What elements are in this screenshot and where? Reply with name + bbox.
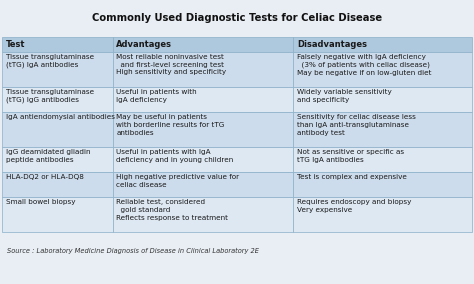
Text: Not as sensitive or specific as
tTG IgA antibodies: Not as sensitive or specific as tTG IgA …	[297, 149, 404, 163]
Text: Useful in patients with
IgA deficiency: Useful in patients with IgA deficiency	[117, 89, 197, 103]
Text: Useful in patients with IgA
deficiency and in young children: Useful in patients with IgA deficiency a…	[117, 149, 234, 163]
Text: Falsely negative with IgA deficiency
  (3% of patients with celiac disease)
May : Falsely negative with IgA deficiency (3%…	[297, 54, 432, 76]
Text: Tissue transglutaminase
(tTG) IgA antibodies: Tissue transglutaminase (tTG) IgA antibo…	[6, 54, 94, 68]
Text: IgA antiendomysial antibodies: IgA antiendomysial antibodies	[6, 114, 115, 120]
Text: Tissue transglutaminase
(tTG) IgG antibodies: Tissue transglutaminase (tTG) IgG antibo…	[6, 89, 94, 103]
Text: Disadvantages: Disadvantages	[297, 40, 367, 49]
Text: Requires endoscopy and biopsy
Very expensive: Requires endoscopy and biopsy Very expen…	[297, 199, 411, 213]
Text: Test: Test	[6, 40, 26, 49]
Text: Sensitivity for celiac disease less
than IgA anti-transglutaminase
antibody test: Sensitivity for celiac disease less than…	[297, 114, 416, 136]
Text: Commonly Used Diagnostic Tests for Celiac Disease: Commonly Used Diagnostic Tests for Celia…	[92, 13, 382, 23]
Text: High negative predictive value for
celiac disease: High negative predictive value for celia…	[117, 174, 239, 188]
Text: Source : Laboratory Medicine Diagnosis of Disease in Clinical Laboratory 2E: Source : Laboratory Medicine Diagnosis o…	[7, 248, 259, 254]
Text: IgG deamidated gliadin
peptide antibodies: IgG deamidated gliadin peptide antibodie…	[6, 149, 91, 163]
Text: Reliable test, considered
  gold standard
Reflects response to treatment: Reliable test, considered gold standard …	[117, 199, 228, 221]
Text: Advantages: Advantages	[117, 40, 173, 49]
Text: May be useful in patients
with borderline results for tTG
antibodies: May be useful in patients with borderlin…	[117, 114, 225, 136]
Text: Widely variable sensitivity
and specificity: Widely variable sensitivity and specific…	[297, 89, 392, 103]
Text: Test is complex and expensive: Test is complex and expensive	[297, 174, 407, 180]
Text: Small bowel biopsy: Small bowel biopsy	[6, 199, 76, 205]
Text: Most reliable noninvasive test
  and first-level screening test
High sensitivity: Most reliable noninvasive test and first…	[117, 54, 227, 76]
Text: HLA-DQ2 or HLA-DQ8: HLA-DQ2 or HLA-DQ8	[6, 174, 84, 180]
